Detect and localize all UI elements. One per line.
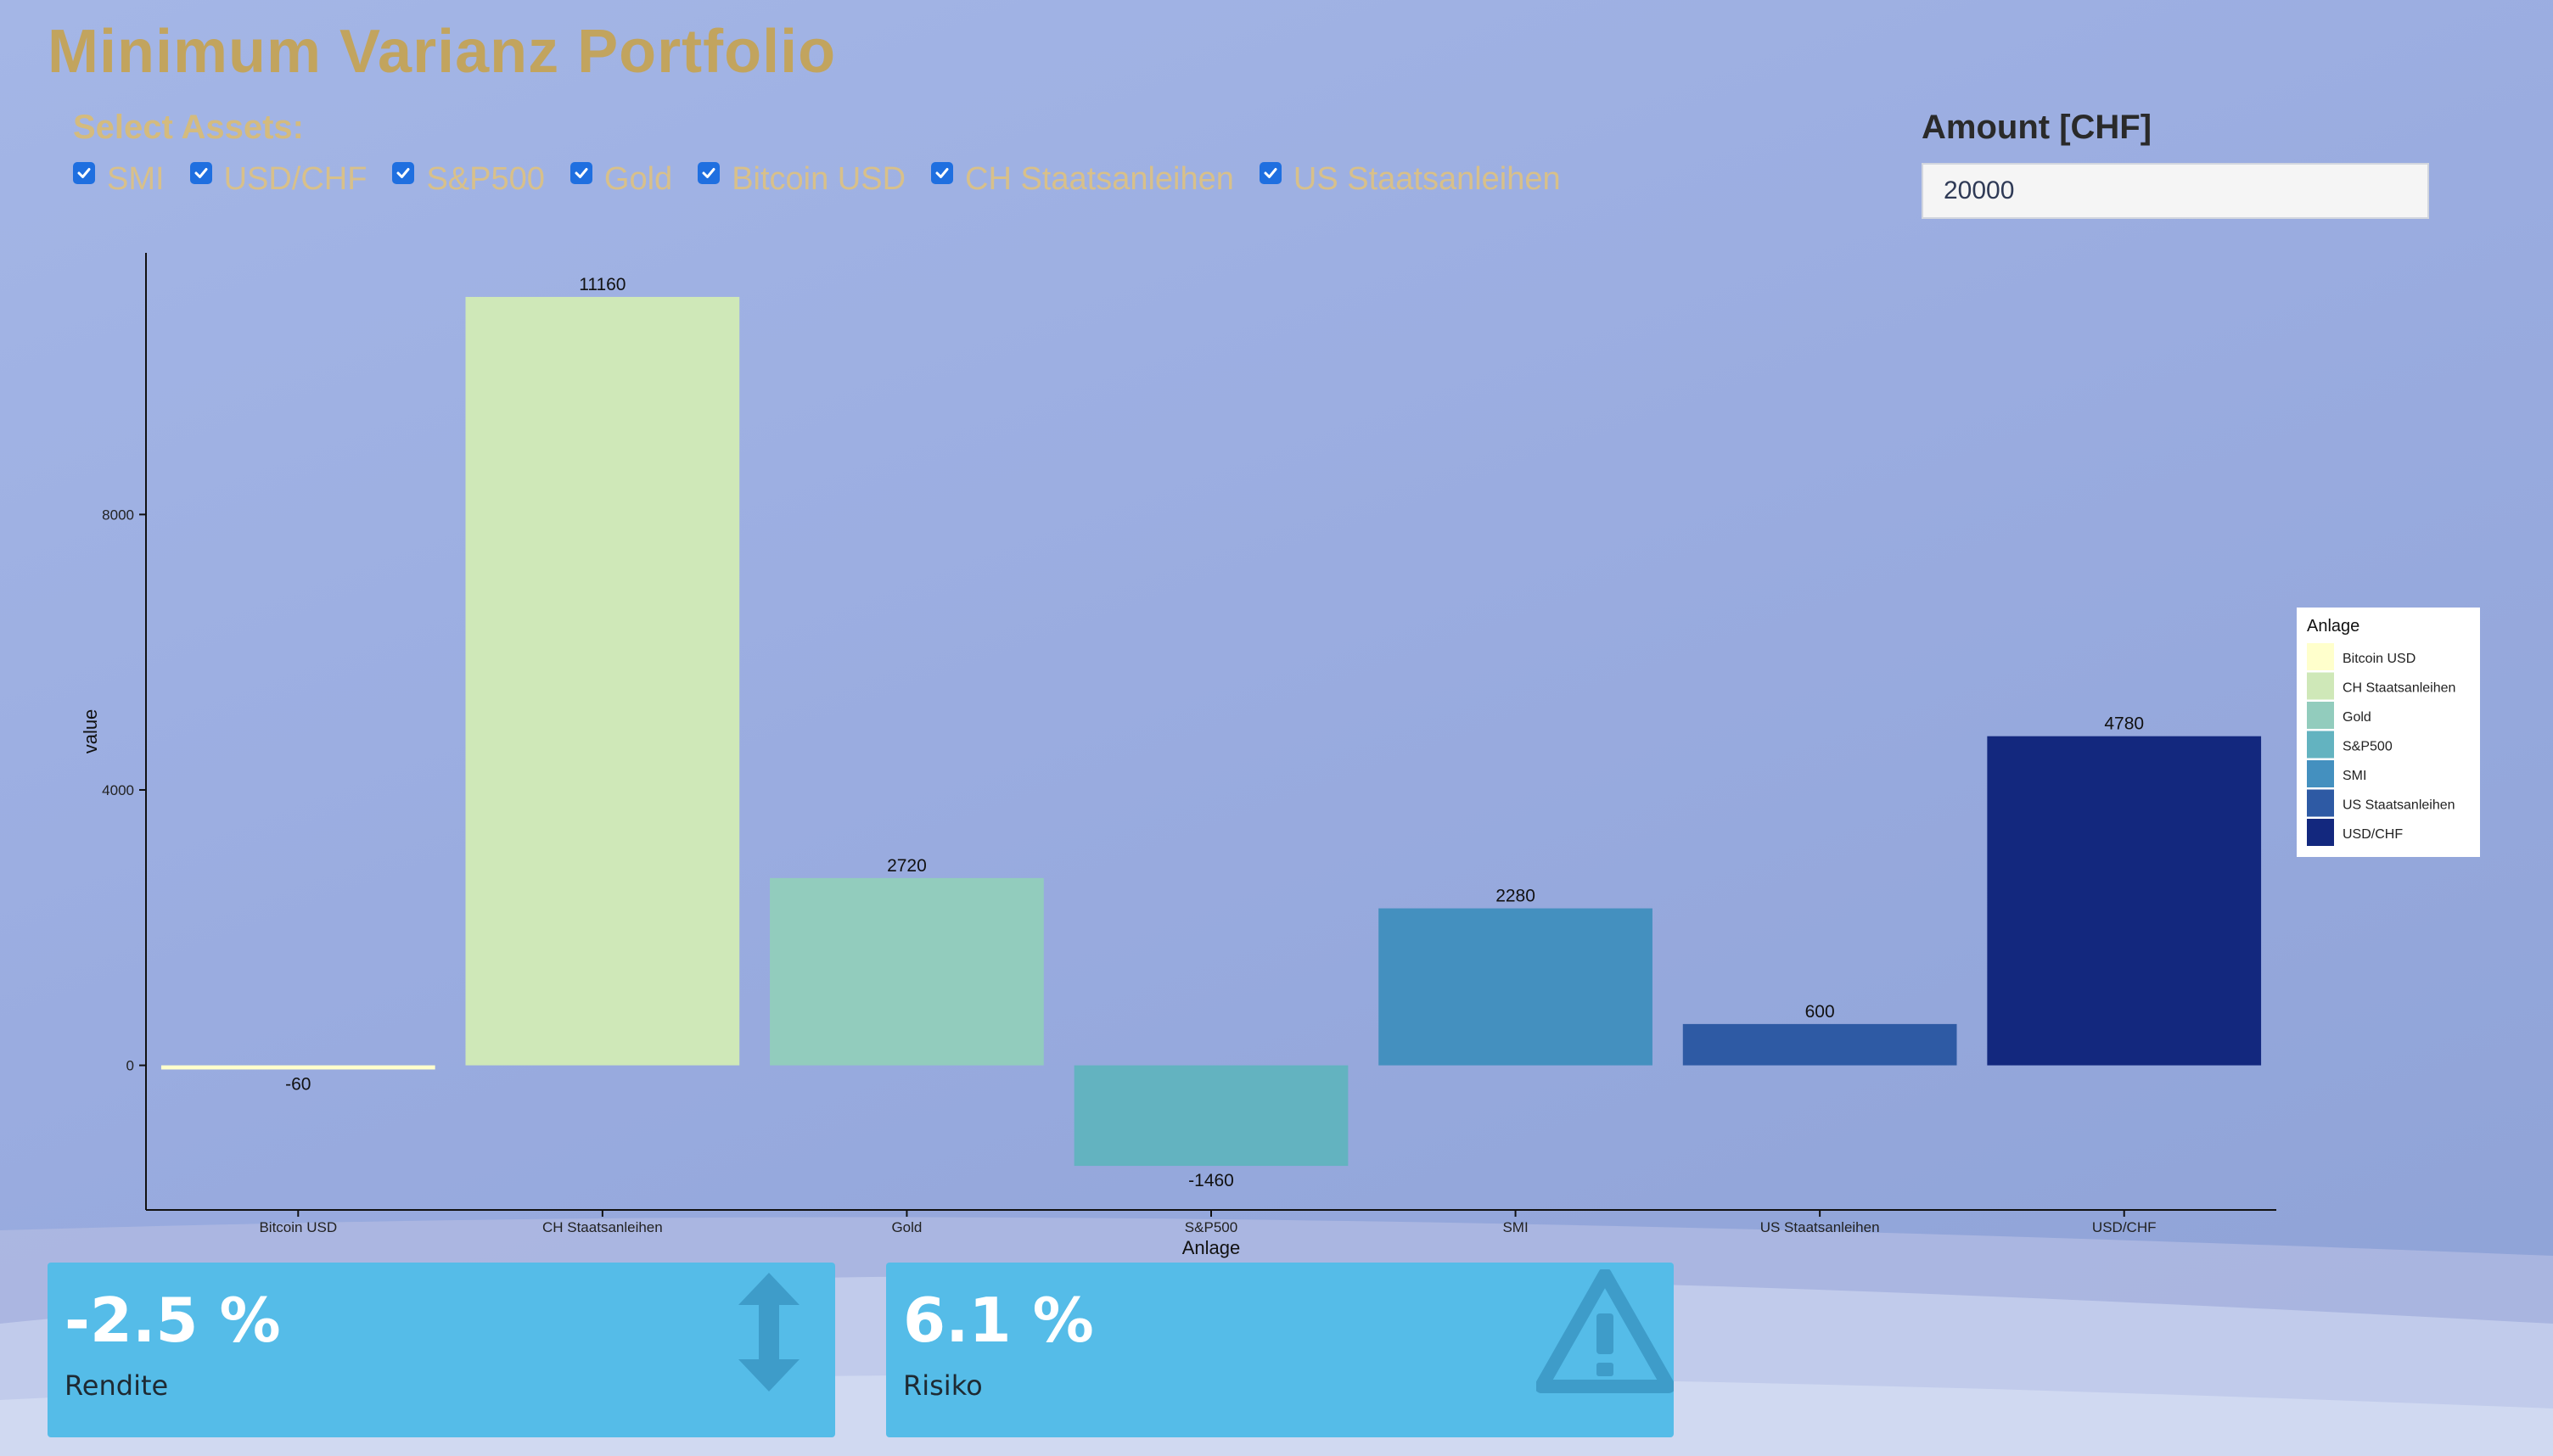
asset-checkbox-ch-staatsanleihen[interactable]: CH Staatsanleihen [931, 161, 1234, 198]
legend-title: Anlage [2307, 617, 2359, 636]
checkbox-checked-icon[interactable] [1259, 161, 1282, 184]
asset-label: Gold [603, 161, 673, 197]
asset-checkbox-usd-chf[interactable]: USD/CHF [189, 161, 368, 198]
asset-label: USD/CHF [223, 161, 368, 197]
y-tick-label: 8000 [102, 507, 134, 523]
x-tick-label: SMI [1502, 1219, 1528, 1235]
x-axis-title: Anlage [1182, 1237, 1241, 1258]
asset-label: S&P500 [426, 161, 545, 197]
legend-swatch [2307, 731, 2334, 759]
bar-value-label: 2280 [1495, 887, 1535, 906]
warning-triangle-icon [1536, 1269, 1674, 1393]
bar-value-label: -60 [285, 1074, 311, 1094]
checkbox-checked-icon[interactable] [392, 161, 415, 184]
asset-checkbox-group: SMI USD/CHF S&P500 Gold Bitcoin USD CH S… [73, 161, 1586, 198]
vertical-arrows-icon [738, 1273, 800, 1392]
legend-swatch [2307, 702, 2334, 729]
asset-checkbox-sp500[interactable]: S&P500 [392, 161, 545, 198]
bar [770, 877, 1044, 1066]
x-tick-label: S&P500 [1185, 1219, 1237, 1235]
legend-item-label: Gold [2343, 710, 2371, 725]
asset-label: SMI [107, 161, 165, 197]
legend-swatch [2307, 672, 2334, 700]
bar [1074, 1065, 1349, 1167]
bar [1682, 1023, 1957, 1066]
asset-checkbox-us-staatsanleihen[interactable]: US Staatsanleihen [1259, 161, 1561, 198]
amount-label: Amount [CHF] [1922, 109, 2152, 146]
risiko-value-box: 6.1 % Risiko [886, 1263, 1674, 1437]
asset-checkbox-bitcoin-usd[interactable]: Bitcoin USD [698, 161, 906, 198]
bar-value-label: -1460 [1188, 1171, 1234, 1190]
y-axis-title: value [80, 709, 101, 754]
legend-item-label: CH Staatsanleihen [2343, 681, 2455, 696]
bar [1987, 736, 2262, 1066]
legend-item-label: USD/CHF [2343, 827, 2403, 842]
legend-swatch [2307, 789, 2334, 817]
rendite-value-box: -2.5 % Rendite [48, 1263, 835, 1437]
legend-item-label: US Staatsanleihen [2343, 798, 2455, 813]
y-tick-label: 4000 [102, 782, 134, 798]
asset-checkbox-gold[interactable]: Gold [570, 161, 672, 198]
asset-checkbox-smi[interactable]: SMI [73, 161, 165, 198]
bar [160, 1065, 435, 1070]
bar [1378, 908, 1652, 1066]
page-title: Minimum Varianz Portfolio [48, 18, 837, 86]
legend-swatch [2307, 760, 2334, 787]
legend-item-label: Bitcoin USD [2343, 652, 2416, 666]
amount-input[interactable] [1922, 163, 2429, 219]
legend-swatch [2307, 819, 2334, 846]
x-tick-label: USD/CHF [2092, 1219, 2157, 1235]
legend-item-label: SMI [2343, 769, 2366, 783]
risiko-value: 6.1 % [903, 1285, 1094, 1356]
rendite-label: Rendite [65, 1369, 169, 1402]
legend-item-label: S&P500 [2343, 740, 2393, 754]
asset-label: CH Staatsanleihen [965, 161, 1234, 197]
y-tick-label: 0 [126, 1058, 134, 1074]
select-assets-label: Select Assets: [73, 109, 304, 146]
checkbox-checked-icon[interactable] [570, 161, 592, 184]
x-tick-label: Bitcoin USD [259, 1219, 337, 1235]
rendite-value: -2.5 % [65, 1285, 281, 1356]
bar-value-label: 2720 [887, 856, 927, 876]
risiko-label: Risiko [903, 1369, 983, 1402]
bar-value-label: 4780 [2104, 714, 2144, 734]
bar-value-label: 600 [1805, 1002, 1835, 1022]
x-tick-label: US Staatsanleihen [1760, 1219, 1880, 1235]
asset-label: Bitcoin USD [732, 161, 906, 197]
x-tick-label: Gold [891, 1219, 922, 1235]
checkbox-checked-icon[interactable] [73, 161, 95, 184]
asset-label: US Staatsanleihen [1293, 161, 1561, 197]
bar [465, 296, 740, 1066]
checkbox-checked-icon[interactable] [698, 161, 721, 184]
x-tick-label: CH Staatsanleihen [542, 1219, 663, 1235]
legend-swatch [2307, 643, 2334, 670]
checkbox-checked-icon[interactable] [189, 161, 212, 184]
bar-value-label: 11160 [579, 275, 626, 294]
checkbox-checked-icon[interactable] [931, 161, 954, 184]
